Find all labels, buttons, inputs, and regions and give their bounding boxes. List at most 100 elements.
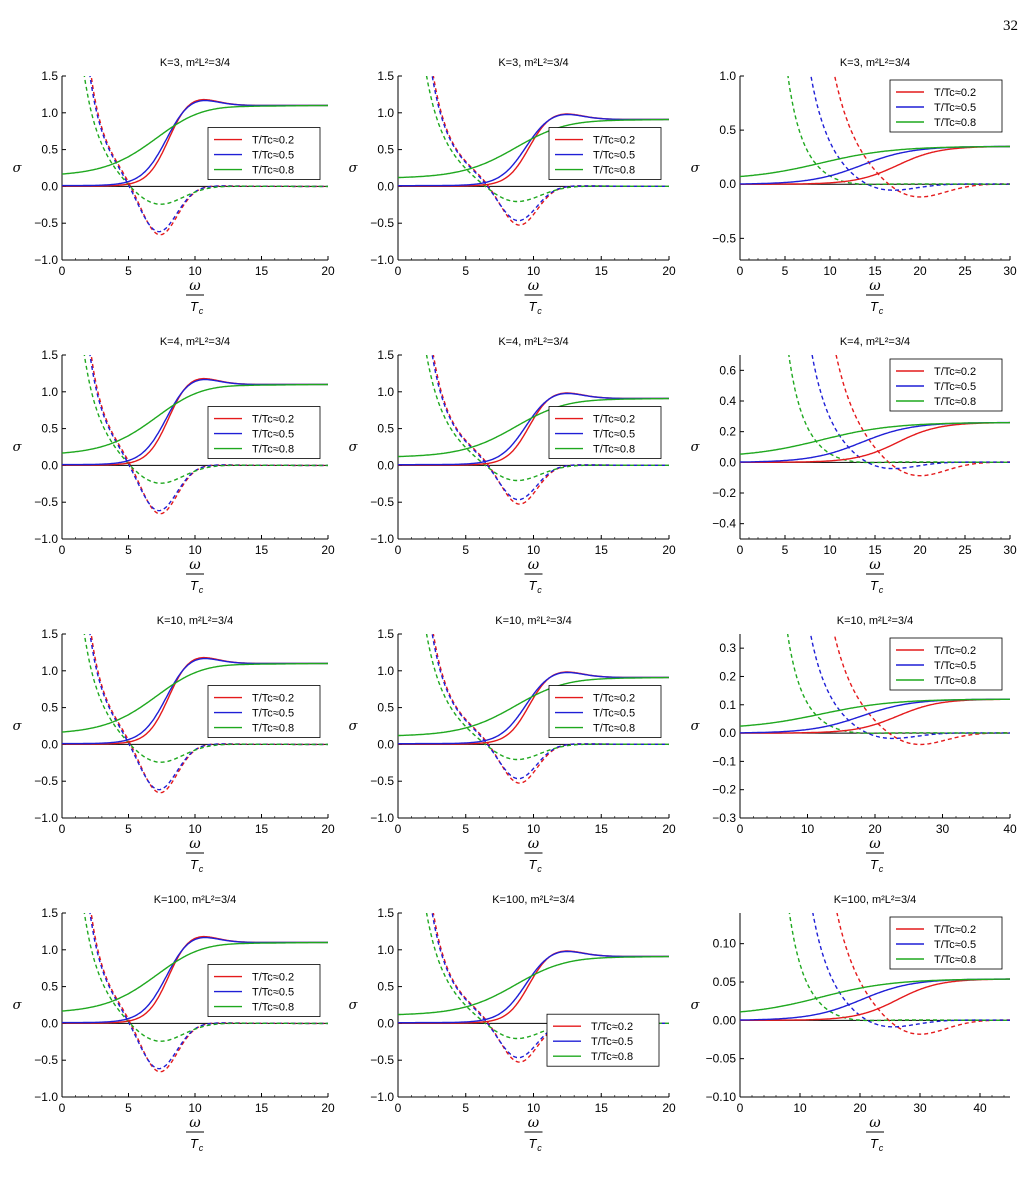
series-line-real-3	[62, 941, 328, 1012]
x-tick-label: 40	[973, 1101, 987, 1115]
series-line-imaginary-2	[810, 76, 1010, 191]
x-axis-label-numerator: ω	[189, 278, 201, 294]
x-tick-label: 15	[595, 822, 609, 836]
legend: T/Tc≈0.2 T/Tc≈0.5 T/Tc≈0.8	[889, 358, 1003, 412]
x-tick-label: 10	[801, 822, 815, 836]
legend-label: T/Tc≈0.2	[252, 972, 294, 984]
legend-label: T/Tc≈0.2	[593, 693, 635, 705]
x-axis-label-subscript: c	[879, 585, 884, 595]
x-tick-label: 20	[868, 822, 882, 836]
x-tick-label: 30	[1003, 543, 1017, 557]
legend-label: T/Tc≈0.8	[593, 165, 635, 177]
chart-title: K=100, m²L²=3/4	[834, 894, 917, 906]
plot-area	[62, 76, 328, 236]
x-axis-label-numerator: ω	[869, 278, 881, 294]
plot-area	[398, 355, 669, 505]
y-axis-label: σ	[349, 719, 359, 734]
y-tick-label: 0.5	[719, 123, 736, 137]
series-line-imaginary-3	[425, 634, 669, 761]
x-tick-label: 30	[936, 822, 950, 836]
x-axis-label-subscript: c	[199, 306, 204, 316]
y-tick-label: 1.0	[377, 106, 394, 120]
legend-label: T/Tc≈0.2	[252, 414, 294, 426]
x-axis-label-numerator: ω	[189, 557, 201, 573]
series-line-real-1	[740, 978, 1010, 1021]
y-tick-label: 1.5	[377, 69, 394, 83]
legend-label: T/Tc≈0.2	[593, 135, 635, 147]
y-tick-label: 1.0	[719, 69, 736, 83]
y-tick-label: 1.0	[41, 106, 58, 120]
x-tick-label: 20	[321, 543, 335, 557]
x-axis-label-numerator: ω	[869, 1115, 881, 1131]
plot-area	[398, 76, 669, 226]
series-line-imaginary-1	[432, 76, 669, 226]
legend-box	[889, 79, 1003, 133]
x-tick-label: 0	[59, 822, 66, 836]
x-axis-label-subscript: c	[199, 1143, 204, 1153]
series-line-real-1	[740, 145, 1010, 185]
x-tick-label: 10	[188, 1101, 202, 1115]
legend-label: T/Tc≈0.8	[591, 1051, 633, 1063]
x-tick-label: 15	[868, 264, 882, 278]
chart-title: K=10, m²L²=3/4	[837, 615, 913, 627]
y-axis-label: σ	[13, 440, 23, 455]
legend: T/Tc≈0.2 T/Tc≈0.5 T/Tc≈0.8	[889, 637, 1003, 691]
series-line-real-3	[398, 118, 669, 179]
legend-box	[207, 127, 321, 180]
series-line-real-2	[398, 671, 669, 745]
series-line-imaginary-1	[90, 913, 328, 1073]
y-tick-label: −0.4	[712, 517, 736, 531]
x-tick-label: 10	[527, 264, 541, 278]
chart-panel-5: K=4, m²L²=3/4 0 5 10 15 20 −1.0 −0.5 0.0 0.5 1.0 1.…	[349, 336, 676, 595]
x-tick-label: 5	[462, 543, 469, 557]
legend-label: T/Tc≈0.5	[934, 939, 976, 951]
chart-panel-7: K=10, m²L²=3/4 0 5 10 15 20 −1.0 −0.5 0.0 0.5 1.0 1…	[13, 615, 335, 874]
y-tick-label: −0.2	[712, 783, 736, 797]
x-tick-label: 10	[823, 543, 837, 557]
legend-label: T/Tc≈0.5	[591, 1036, 633, 1048]
legend-label: T/Tc≈0.5	[593, 150, 635, 162]
x-axis-label-numerator: ω	[189, 1115, 201, 1131]
x-tick-label: 20	[662, 543, 676, 557]
legend-label: T/Tc≈0.2	[934, 645, 976, 657]
chart-panel-4: K=4, m²L²=3/4 0 5 10 15 20 −1.0 −0.5 0.0 0.5 1.0 1.…	[13, 336, 335, 595]
x-tick-label: 5	[462, 1101, 469, 1115]
series-line-imaginary-3	[788, 913, 1010, 1022]
series-line-imaginary-1	[90, 76, 328, 236]
plot-area	[740, 355, 1010, 477]
y-tick-label: −0.5	[34, 495, 58, 509]
y-tick-label: 0.5	[377, 701, 394, 715]
series-line-imaginary-3	[425, 355, 669, 482]
legend-label: T/Tc≈0.5	[934, 102, 976, 114]
chart-panel-3: K=3, m²L²=3/4 0 5 10 15 20 25 30 −0.5 0.0 0.5 1.0 σ ω…	[691, 57, 1017, 316]
x-tick-label: 0	[395, 822, 402, 836]
series-line-imaginary-2	[431, 634, 669, 780]
x-tick-label: 5	[782, 264, 789, 278]
y-tick-label: −1.0	[370, 1090, 394, 1104]
y-tick-label: −0.5	[34, 1053, 58, 1067]
y-tick-label: 1.5	[377, 906, 394, 920]
y-tick-label: 1.5	[377, 348, 394, 362]
y-axis-label: σ	[691, 161, 701, 176]
legend-label: T/Tc≈0.5	[252, 429, 294, 441]
x-tick-label: 0	[59, 1101, 66, 1115]
chart-title: K=4, m²L²=3/4	[498, 336, 568, 348]
y-tick-label: 0.0	[41, 458, 58, 472]
chart-title: K=100, m²L²=3/4	[154, 894, 237, 906]
x-tick-label: 20	[662, 822, 676, 836]
series-line-real-3	[398, 676, 669, 737]
y-tick-label: 1.5	[377, 627, 394, 641]
legend: T/Tc≈0.2 T/Tc≈0.5 T/Tc≈0.8	[207, 964, 321, 1017]
x-axis-label-subscript: c	[537, 864, 542, 874]
y-tick-label: −0.5	[370, 774, 394, 788]
y-tick-label: −0.5	[34, 774, 58, 788]
series-line-imaginary-2	[812, 913, 1010, 1028]
y-tick-label: −1.0	[34, 253, 58, 267]
legend-label: T/Tc≈0.8	[934, 675, 976, 687]
legend-label: T/Tc≈0.8	[934, 954, 976, 966]
series-line-imaginary-1	[432, 913, 669, 1063]
legend-label: T/Tc≈0.8	[252, 165, 294, 177]
legend-label: T/Tc≈0.2	[934, 924, 976, 936]
legend-label: T/Tc≈0.2	[252, 693, 294, 705]
series-line-imaginary-3	[83, 634, 328, 763]
